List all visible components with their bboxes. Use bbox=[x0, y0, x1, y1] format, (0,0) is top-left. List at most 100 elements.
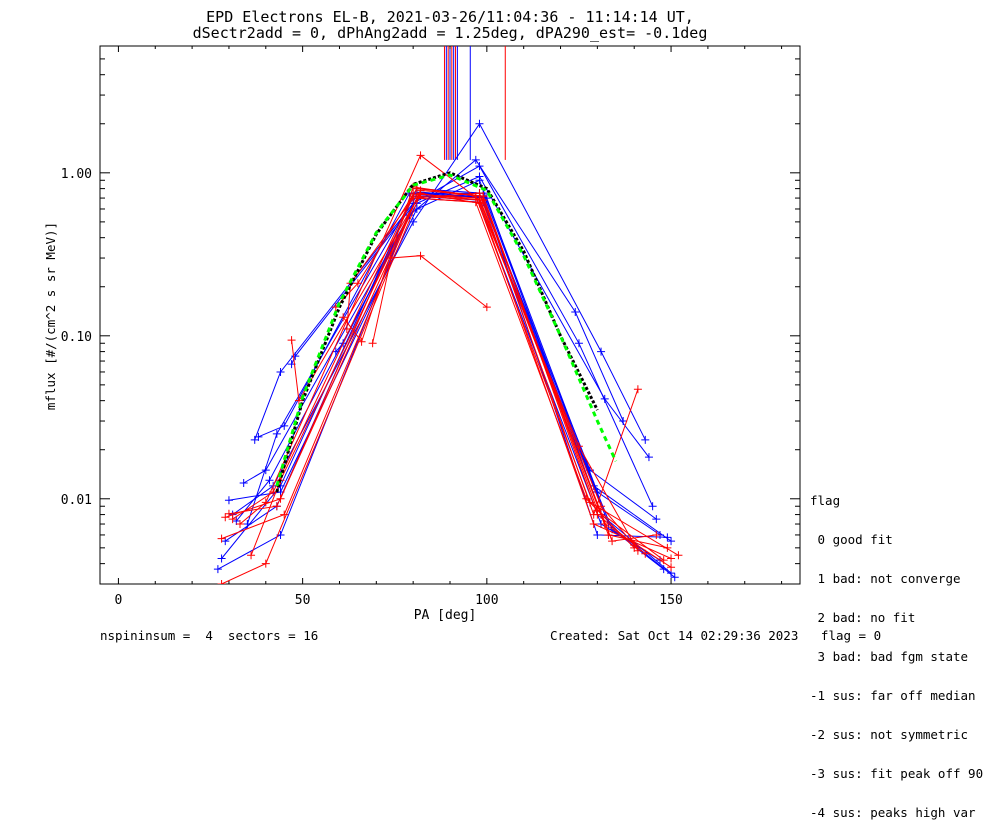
series-line bbox=[225, 195, 665, 570]
data-point bbox=[416, 190, 425, 199]
series-line bbox=[243, 159, 624, 484]
data-point bbox=[353, 279, 362, 288]
legend-item: -3 sus: fit peak off 90 bbox=[810, 766, 984, 781]
data-point bbox=[239, 478, 248, 487]
legend-item: 1 bad: not converge bbox=[810, 571, 961, 586]
legend-title: flag bbox=[810, 493, 841, 508]
data-point bbox=[243, 520, 252, 529]
data-point bbox=[600, 520, 609, 529]
series-line bbox=[228, 189, 665, 561]
data-point bbox=[368, 339, 377, 348]
data-point bbox=[272, 429, 281, 438]
data-point bbox=[593, 530, 602, 539]
data-point bbox=[272, 502, 281, 511]
series-line bbox=[232, 193, 657, 542]
legend-item: 2 bad: no fit bbox=[810, 610, 916, 625]
series-line bbox=[291, 192, 639, 551]
data-point bbox=[416, 151, 425, 160]
data-point bbox=[619, 417, 628, 426]
x-tick-label: 0 bbox=[115, 593, 123, 608]
legend-item: -4 sus: peaks high var bbox=[810, 805, 976, 820]
x-tick-label: 100 bbox=[475, 593, 498, 608]
data-point bbox=[600, 394, 609, 403]
legend-item: -2 sus: not symmetric bbox=[810, 727, 969, 742]
chart-plot: 0 50 100 150 0.01 0.10 1.00 PA [deg] mflux [#/… bbox=[43, 45, 801, 623]
y-tick-label: 0.01 bbox=[61, 493, 92, 508]
data-point bbox=[254, 432, 263, 441]
data-point bbox=[265, 476, 274, 485]
data-point bbox=[475, 189, 484, 198]
data-point bbox=[659, 565, 668, 574]
series-line bbox=[342, 186, 679, 556]
flag-legend: flag 0 good fit 1 bad: not converge 2 ba… bbox=[810, 468, 983, 832]
series-line bbox=[254, 165, 654, 507]
series-line bbox=[246, 197, 672, 542]
data-point bbox=[412, 184, 421, 193]
chart-title-line1: EPD Electrons EL-B, 2021-03-26/11:04:36 … bbox=[206, 8, 694, 26]
data-point bbox=[236, 520, 244, 529]
x-axis-label: PA [deg] bbox=[414, 608, 477, 623]
y-axis-label: mflux [#/(cm^2 s sr MeV)] bbox=[43, 222, 58, 410]
series-line bbox=[239, 154, 635, 546]
data-point bbox=[667, 563, 676, 572]
series-line bbox=[346, 192, 639, 517]
data-point bbox=[409, 194, 418, 203]
data-point bbox=[479, 196, 488, 205]
fit-curve-green bbox=[275, 173, 618, 487]
data-point bbox=[670, 573, 679, 582]
series-line bbox=[250, 197, 635, 556]
data-point bbox=[597, 347, 606, 356]
series-line bbox=[372, 255, 488, 344]
data-point bbox=[280, 510, 289, 519]
footer-spin-info: nspininsum = 4 sectors = 16 bbox=[100, 628, 319, 643]
data-point bbox=[217, 554, 226, 563]
data-point bbox=[213, 565, 222, 574]
data-point bbox=[217, 534, 226, 543]
data-point bbox=[247, 551, 256, 560]
data-point bbox=[276, 367, 285, 376]
y-tick-label: 1.00 bbox=[61, 167, 92, 182]
data-point bbox=[667, 554, 676, 563]
data-point bbox=[291, 352, 300, 361]
data-point bbox=[261, 559, 270, 568]
legend-item: 0 good fit bbox=[810, 532, 893, 547]
data-point bbox=[641, 435, 650, 444]
data-point bbox=[663, 543, 672, 552]
data-point bbox=[652, 530, 661, 539]
data-point bbox=[342, 325, 351, 334]
legend-item: 3 bad: bad fgm state bbox=[810, 649, 969, 664]
data-point bbox=[574, 442, 583, 451]
series-line bbox=[235, 175, 650, 522]
x-tick-label: 150 bbox=[659, 593, 682, 608]
data-point bbox=[416, 251, 425, 260]
data-point bbox=[228, 515, 237, 524]
data-point bbox=[224, 509, 233, 518]
series-line bbox=[335, 191, 668, 538]
series-line bbox=[221, 193, 672, 584]
data-point bbox=[294, 396, 303, 405]
data-point bbox=[287, 336, 296, 345]
data-point bbox=[633, 385, 642, 394]
data-point bbox=[475, 119, 484, 128]
data-point bbox=[571, 307, 580, 316]
footer-created-info: Created: Sat Oct 14 02:29:36 2023 flag =… bbox=[550, 628, 882, 643]
data-point bbox=[471, 155, 480, 164]
data-point bbox=[475, 172, 484, 181]
data-point bbox=[667, 537, 676, 546]
data-point bbox=[261, 498, 270, 507]
data-point bbox=[221, 513, 230, 522]
data-point bbox=[475, 162, 484, 171]
data-point bbox=[648, 502, 657, 511]
data-point bbox=[593, 488, 602, 497]
data-point bbox=[339, 313, 348, 322]
series-line bbox=[232, 122, 646, 516]
fit-curve-black bbox=[275, 171, 599, 493]
data-point bbox=[217, 580, 226, 584]
legend-item: -1 sus: far off median bbox=[810, 688, 976, 703]
data-point bbox=[574, 339, 583, 348]
series-line bbox=[221, 197, 672, 559]
data-point bbox=[652, 515, 661, 524]
data-point bbox=[674, 551, 683, 560]
data-point bbox=[482, 303, 491, 312]
data-point bbox=[644, 453, 653, 462]
